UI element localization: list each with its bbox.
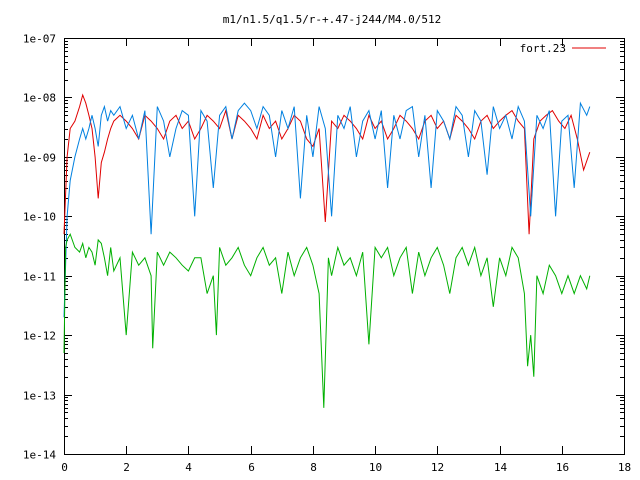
y-tick-label: 1e-12	[23, 330, 56, 343]
series-line-3	[63, 232, 591, 408]
x-tick-label: 10	[369, 461, 382, 474]
x-tick-label: 14	[494, 461, 508, 474]
y-tick-label: 1e-09	[23, 152, 56, 165]
x-tick-label: 16	[556, 461, 569, 474]
y-tick-label: 1e-08	[23, 92, 56, 105]
y-tick-label: 1e-07	[23, 33, 56, 46]
series-line-2	[63, 101, 591, 318]
axis-ticks: 1e-14 1e-13 1e-12 1e-11 1e-10 1e-09 1e-08 1e-07…	[23, 33, 631, 475]
x-tick-label: 4	[185, 461, 192, 474]
x-tick-label: 18	[618, 461, 631, 474]
series-layer	[63, 93, 591, 408]
x-tick-label: 8	[310, 461, 317, 474]
legend-label-fort23: fort.23	[520, 42, 566, 55]
x-tick-label: 2	[123, 461, 130, 474]
y-tick-label: 1e-13	[23, 390, 56, 403]
plot-frame	[64, 38, 625, 455]
x-tick-label: 0	[61, 461, 68, 474]
legend: fort.23	[520, 42, 606, 55]
y-tick-label: 1e-10	[23, 211, 56, 224]
series-line-1	[63, 93, 591, 235]
x-tick-label: 6	[248, 461, 255, 474]
chart-title: m1/n1.5/q1.5/r-+.47-j244/M4.0/512	[223, 13, 442, 26]
x-tick-label: 12	[431, 461, 444, 474]
y-tick-label: 1e-11	[23, 271, 56, 284]
y-tick-label: 1e-14	[23, 449, 56, 462]
